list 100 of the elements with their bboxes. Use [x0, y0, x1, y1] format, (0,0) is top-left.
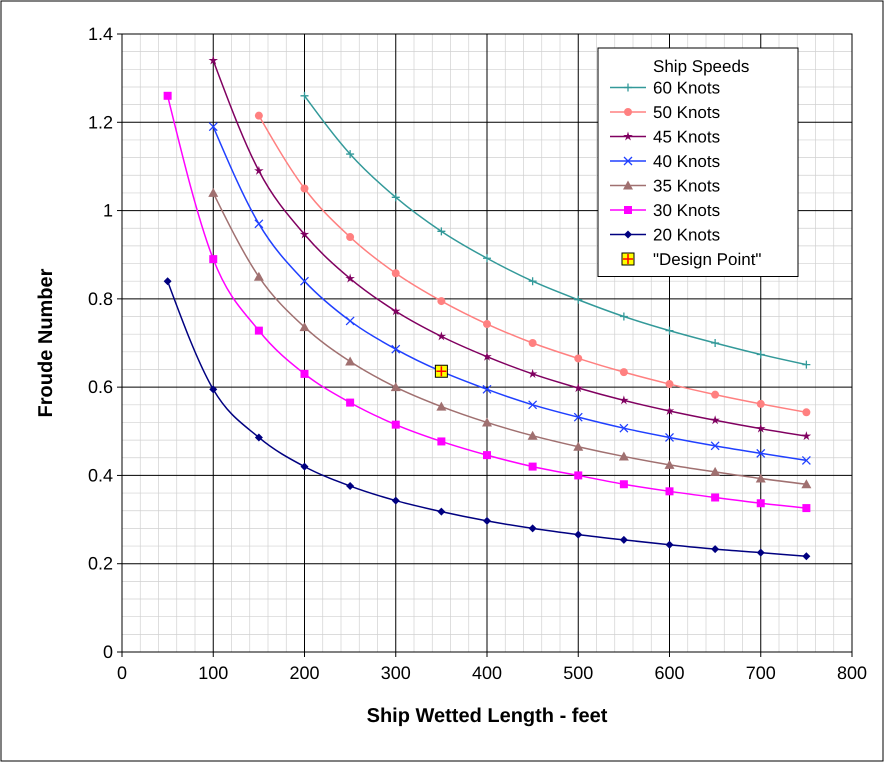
point [710, 441, 720, 451]
point [756, 474, 766, 483]
point [164, 92, 172, 100]
x-tick-label: 400 [472, 663, 502, 683]
point [436, 331, 446, 340]
point [664, 406, 674, 416]
point [437, 297, 446, 306]
legend-label: 50 Knots [653, 103, 720, 122]
point [390, 382, 401, 392]
point [710, 338, 720, 348]
y-tick-label: 1.2 [88, 112, 113, 132]
point [802, 360, 812, 370]
y-tick-label: 1.4 [88, 24, 113, 44]
y-tick-label: 0.2 [88, 554, 113, 574]
point [254, 166, 264, 175]
point [620, 480, 628, 488]
point [664, 432, 674, 442]
point [666, 487, 674, 496]
point [483, 516, 491, 525]
point [619, 395, 629, 404]
point [482, 352, 492, 361]
point [300, 322, 310, 332]
x-tick-label: 700 [746, 663, 776, 683]
point [756, 448, 766, 458]
point [345, 316, 355, 326]
legend-label: 45 Knots [653, 128, 720, 146]
point [573, 442, 584, 451]
point [619, 424, 629, 433]
point [574, 530, 582, 539]
point [300, 184, 308, 192]
point [300, 276, 310, 286]
y-axis-title: Froude Number [35, 268, 57, 418]
point [346, 233, 354, 242]
point [528, 276, 538, 286]
point [482, 384, 492, 394]
x-tick-label: 100 [198, 663, 228, 683]
point [254, 326, 263, 335]
point [300, 229, 310, 238]
legend-label: 60 Knots [653, 78, 720, 98]
point [756, 400, 765, 408]
point [254, 112, 263, 120]
point [574, 471, 582, 480]
point [528, 400, 538, 410]
point [300, 91, 310, 100]
legend-label: 35 Knots [653, 176, 720, 196]
point [345, 274, 355, 283]
point [254, 433, 263, 442]
y-tick-label: 0.8 [88, 288, 113, 309]
point [666, 380, 674, 388]
point [483, 451, 491, 460]
point [209, 385, 218, 394]
point [711, 494, 720, 502]
x-tick-label: 300 [380, 663, 411, 683]
point [620, 536, 628, 544]
point [710, 466, 720, 476]
point [437, 508, 446, 516]
point [666, 540, 674, 549]
point [392, 420, 400, 429]
y-tick-label: 0 [102, 642, 113, 662]
point [756, 424, 766, 433]
point [208, 55, 218, 65]
point [756, 548, 765, 557]
point [392, 496, 400, 505]
legend-label: 40 Knots [653, 152, 720, 171]
point [528, 430, 538, 440]
point [528, 524, 537, 532]
point [390, 306, 401, 316]
legend-label: "Design Point" [653, 250, 762, 269]
point [619, 312, 629, 322]
point [802, 456, 812, 466]
point [664, 326, 674, 336]
point [618, 451, 629, 460]
point [528, 462, 537, 471]
point [436, 226, 446, 236]
y-tick-label: 1 [102, 200, 113, 221]
point [574, 354, 582, 362]
point [346, 398, 354, 407]
point [164, 277, 172, 286]
point [711, 545, 720, 554]
point [756, 499, 765, 508]
point [620, 368, 628, 376]
point [574, 412, 583, 422]
legend-label: 20 Knots [653, 226, 720, 244]
x-tick-label: 800 [836, 663, 868, 683]
x-tick-label: 500 [563, 663, 594, 683]
point [710, 415, 720, 424]
point [300, 370, 308, 378]
point [802, 504, 810, 512]
legend-title: Ship Speeds [653, 57, 750, 76]
point [392, 269, 400, 278]
y-tick-label: 0.4 [88, 465, 113, 486]
point [254, 219, 264, 228]
point [574, 295, 583, 304]
point [482, 254, 492, 263]
x-tick-label: 600 [654, 663, 685, 683]
point [482, 417, 492, 426]
point [756, 350, 766, 360]
point [345, 356, 356, 366]
point [528, 339, 537, 347]
point [801, 479, 812, 488]
